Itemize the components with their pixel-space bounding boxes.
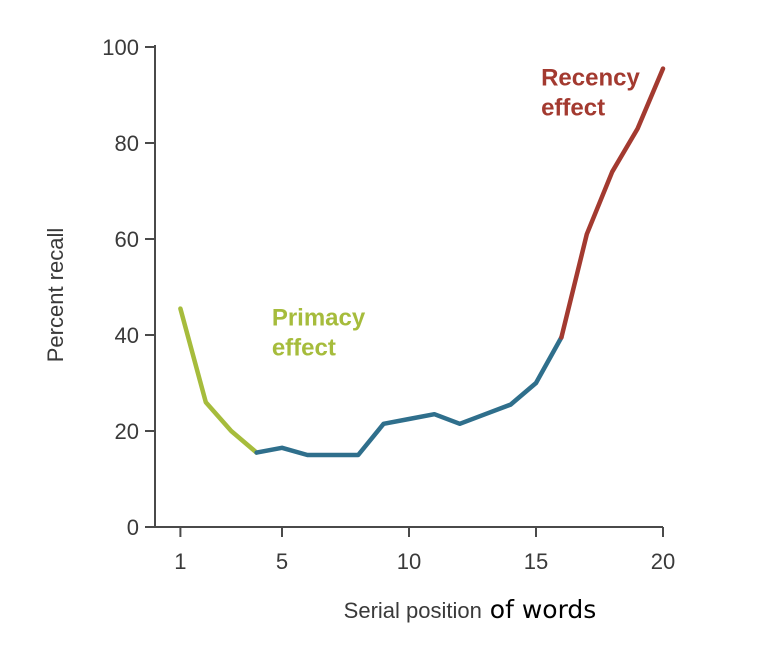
x-axis-title: Serial position of words: [344, 595, 597, 624]
primacy-effect-label: Primacy effect: [272, 304, 366, 361]
y-tick-label: 80: [115, 131, 139, 156]
middle-line: [254, 335, 564, 458]
x-axis-title-main: Serial position: [344, 598, 482, 623]
recency-effect-label-line: Recency: [541, 64, 640, 91]
y-tick-label: 100: [102, 35, 139, 60]
y-tick-label: 0: [127, 515, 139, 540]
y-tick-label: 40: [115, 323, 139, 348]
x-tick-label: 10: [397, 549, 421, 574]
y-tick-label: 20: [115, 419, 139, 444]
x-tick-label: 15: [524, 549, 548, 574]
annotations: Primacy effect Recency effect: [272, 64, 641, 361]
y-axis-title: Percent recall: [43, 228, 68, 363]
recency-effect-label-line: effect: [541, 94, 605, 121]
primacy-line: [178, 306, 259, 455]
x-tick-label: 5: [276, 549, 288, 574]
x-tick-label: 20: [651, 549, 675, 574]
primacy-effect-label-line: effect: [272, 334, 336, 361]
recency-line: [559, 66, 666, 340]
recency-effect-label: Recency effect: [541, 64, 640, 121]
x-tick-label: 1: [174, 549, 186, 574]
x-axis-title-suffix: of words: [482, 595, 596, 624]
y-tick-label: 60: [115, 227, 139, 252]
series-lines: [178, 66, 666, 458]
primacy-effect-label-line: Primacy: [272, 304, 366, 331]
